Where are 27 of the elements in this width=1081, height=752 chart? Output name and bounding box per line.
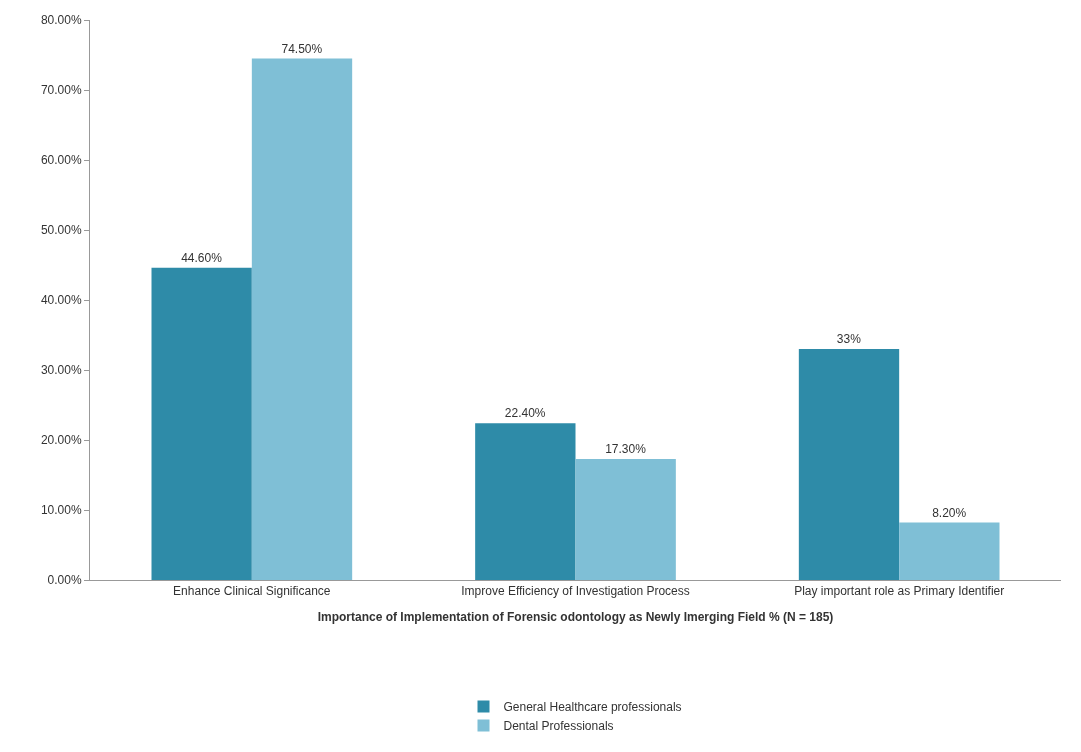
bar bbox=[475, 423, 576, 580]
y-tick-label: 70.00% bbox=[40, 83, 82, 98]
legend-label: Dental Professionals bbox=[503, 719, 614, 734]
y-tick-label: 30.00% bbox=[40, 363, 82, 378]
data-label: 8.20% bbox=[932, 505, 967, 520]
data-label: 33% bbox=[836, 332, 862, 346]
bar bbox=[798, 349, 900, 580]
x-tick-label: Improve Efficiency of Investigation Process bbox=[461, 584, 690, 599]
y-tick-label: 80.00% bbox=[40, 13, 82, 28]
data-label: 44.60% bbox=[181, 250, 223, 265]
bar bbox=[575, 458, 676, 580]
data-label: 17.30% bbox=[605, 441, 647, 456]
y-tick-label: 40.00% bbox=[40, 293, 82, 308]
y-tick-label: 20.00% bbox=[40, 433, 82, 448]
x-tick-label: Enhance Clinical Significance bbox=[173, 584, 331, 599]
bar bbox=[151, 267, 252, 580]
legend-label: General Healthcare professionals bbox=[503, 700, 682, 715]
y-tick-label: 60.00% bbox=[40, 153, 82, 168]
data-label: 74.50% bbox=[281, 41, 323, 56]
bar bbox=[251, 58, 353, 580]
y-tick-label: 0.00% bbox=[47, 573, 82, 588]
bar bbox=[899, 522, 1000, 580]
data-label: 22.40% bbox=[504, 406, 546, 421]
y-tick-label: 10.00% bbox=[40, 503, 82, 518]
x-tick-label: Play important role as Primary Identifier bbox=[794, 584, 1005, 599]
y-tick-label: 50.00% bbox=[40, 223, 82, 238]
x-axis-title: Importance of Implementation of Forensic odontology as Newly Imerging Field % (N = 185) bbox=[317, 610, 834, 625]
